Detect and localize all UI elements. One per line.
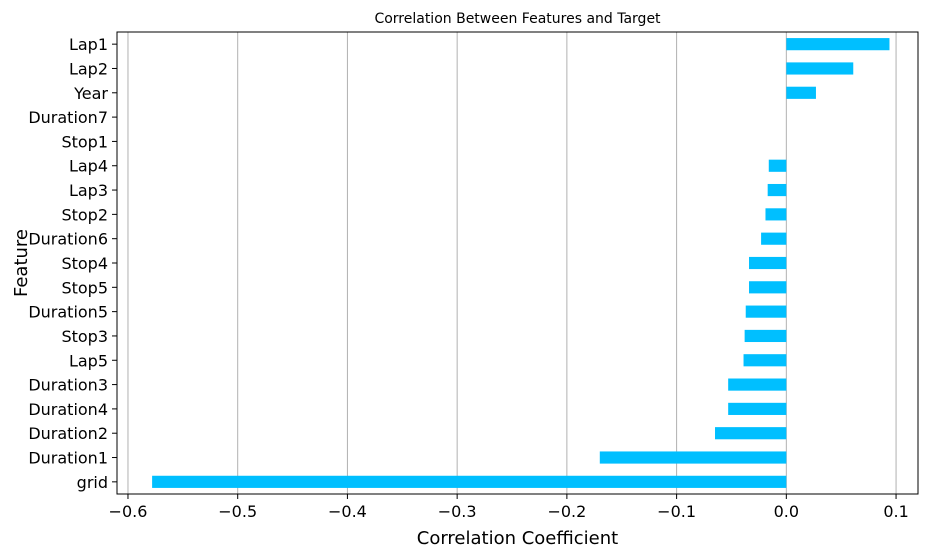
- y-tick-label: grid: [77, 473, 108, 492]
- bar-duration6: [761, 232, 787, 245]
- bar-year: [786, 86, 816, 99]
- y-tick-label: Duration6: [28, 230, 108, 249]
- y-tick-label: Stop3: [61, 327, 108, 346]
- bar-lap1: [786, 38, 890, 51]
- y-tick-label: Duration1: [28, 449, 108, 468]
- x-tick-label: −0.3: [438, 502, 477, 521]
- x-tick-label: −0.4: [328, 502, 367, 521]
- y-tick-label: Lap1: [69, 35, 108, 54]
- y-tick-label: Lap4: [69, 157, 108, 176]
- y-tick-label: Duration7: [28, 108, 108, 127]
- y-tick-label: Lap3: [69, 181, 108, 200]
- y-tick-label: Lap2: [69, 59, 108, 78]
- bar-duration5: [745, 305, 787, 318]
- bar-duration2: [715, 427, 787, 440]
- y-axis-label: Feature: [11, 229, 32, 297]
- bar-lap5: [743, 354, 787, 367]
- bar-duration1: [599, 451, 787, 464]
- bar-stop4: [749, 256, 787, 270]
- y-axis-ticks: Lap1 Lap2 Year Duration7 Stop1 Lap4 Lap3 Stop2 D…: [28, 35, 117, 492]
- y-tick-label: Duration5: [28, 303, 108, 322]
- bar-duration3: [728, 378, 787, 391]
- bar-stop3: [744, 329, 787, 343]
- y-tick-label: Duration3: [28, 376, 108, 395]
- x-tick-label: −0.6: [109, 502, 148, 521]
- bar-stop5: [749, 281, 787, 294]
- plot-frame: [116, 31, 919, 495]
- x-tick-label: 0.1: [883, 502, 908, 521]
- x-axis-ticks: −0.6 −0.5 −0.4 −0.3 −0.2 −0.1 0.0 0.1: [109, 494, 909, 521]
- bar-lap4: [768, 159, 787, 172]
- x-axis-label: Correlation Coefficient: [417, 528, 618, 549]
- y-tick-label: Stop4: [61, 254, 108, 273]
- chart-title: Correlation Between Features and Target: [374, 11, 661, 27]
- bar-duration4: [728, 402, 787, 415]
- bar-grid: [152, 475, 787, 488]
- x-tick-label: 0.0: [774, 502, 799, 521]
- y-tick-label: Duration2: [28, 424, 108, 443]
- x-tick-label: −0.1: [657, 502, 696, 521]
- bar-lap3: [767, 183, 787, 197]
- bar-stop2: [765, 208, 787, 221]
- y-tick-label: Year: [73, 84, 108, 103]
- y-tick-label: Stop2: [61, 205, 108, 224]
- grid-lines: [127, 32, 897, 494]
- bar-lap2: [786, 62, 854, 75]
- x-tick-label: −0.2: [547, 502, 586, 521]
- y-tick-label: Stop1: [61, 132, 108, 151]
- y-tick-label: Lap5: [69, 351, 108, 370]
- x-tick-label: −0.5: [218, 502, 257, 521]
- y-tick-label: Duration4: [28, 400, 108, 419]
- y-tick-label: Stop5: [61, 278, 108, 297]
- bars: [152, 38, 890, 488]
